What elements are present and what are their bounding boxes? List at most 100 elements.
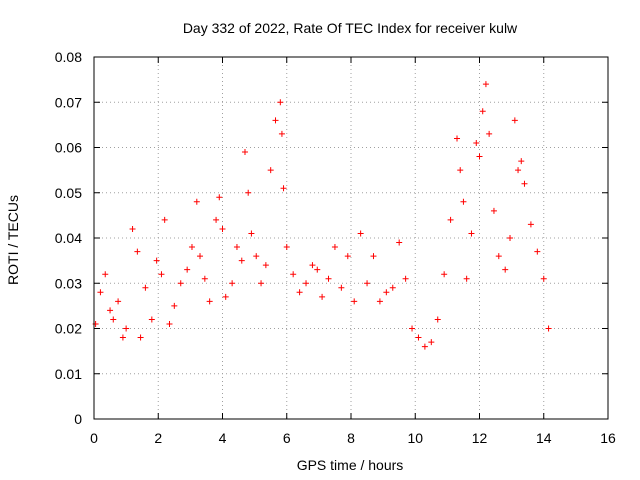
data-point bbox=[396, 239, 403, 246]
x-tick-label: 4 bbox=[219, 430, 227, 446]
data-point bbox=[460, 198, 467, 205]
data-point bbox=[441, 271, 448, 278]
data-point bbox=[102, 271, 109, 278]
data-point bbox=[540, 275, 547, 282]
data-point bbox=[142, 284, 149, 291]
data-point bbox=[357, 230, 364, 237]
data-point bbox=[238, 257, 245, 264]
data-point bbox=[428, 339, 435, 346]
data-point bbox=[166, 320, 173, 327]
data-point bbox=[280, 185, 287, 192]
data-point bbox=[206, 298, 213, 305]
x-tick-label: 8 bbox=[347, 430, 355, 446]
data-point bbox=[495, 253, 502, 260]
y-tick-label: 0.04 bbox=[55, 230, 82, 246]
data-point bbox=[454, 135, 461, 142]
data-point bbox=[309, 262, 316, 269]
data-point bbox=[110, 316, 117, 323]
data-point bbox=[153, 257, 160, 264]
data-point bbox=[193, 198, 200, 205]
data-point bbox=[233, 244, 240, 251]
axis-ticks bbox=[93, 56, 609, 420]
data-point bbox=[344, 253, 351, 260]
x-axis-label: GPS time / hours bbox=[297, 457, 404, 473]
x-tick-label: 14 bbox=[536, 430, 552, 446]
data-point bbox=[171, 302, 178, 309]
data-point bbox=[216, 194, 223, 201]
x-tick-label: 16 bbox=[600, 430, 616, 446]
data-points bbox=[92, 81, 552, 350]
data-point bbox=[115, 298, 122, 305]
data-point bbox=[219, 225, 226, 232]
data-point bbox=[253, 253, 260, 260]
x-tick-label: 12 bbox=[472, 430, 488, 446]
data-point bbox=[107, 307, 114, 314]
data-point bbox=[272, 117, 279, 124]
data-point bbox=[290, 271, 297, 278]
data-point bbox=[434, 316, 441, 323]
data-point bbox=[134, 248, 141, 255]
data-point bbox=[188, 244, 195, 251]
data-point bbox=[283, 244, 290, 251]
data-point bbox=[409, 325, 416, 332]
data-point bbox=[303, 280, 310, 287]
data-point bbox=[277, 99, 284, 106]
data-point bbox=[97, 289, 104, 296]
data-point bbox=[402, 275, 409, 282]
y-tick-label: 0.06 bbox=[55, 140, 82, 156]
data-point bbox=[197, 253, 204, 260]
data-point bbox=[457, 167, 464, 174]
data-point bbox=[248, 230, 255, 237]
data-point bbox=[476, 153, 483, 160]
data-point bbox=[507, 235, 514, 241]
data-point bbox=[158, 271, 165, 278]
data-point bbox=[534, 248, 541, 255]
data-point bbox=[389, 284, 396, 291]
data-point bbox=[229, 280, 236, 287]
data-point bbox=[325, 275, 332, 282]
data-point bbox=[351, 298, 358, 305]
data-point bbox=[245, 189, 252, 196]
data-point bbox=[296, 289, 303, 296]
y-tick-label: 0.08 bbox=[55, 49, 82, 65]
x-tick-label: 0 bbox=[90, 430, 98, 446]
y-axis-label: ROTI / TECUs bbox=[5, 195, 21, 285]
data-point bbox=[486, 130, 493, 137]
data-point bbox=[468, 230, 475, 237]
data-point bbox=[314, 266, 321, 273]
data-point bbox=[267, 167, 274, 174]
data-point bbox=[515, 167, 522, 174]
data-point bbox=[241, 149, 248, 156]
grid-lines bbox=[94, 57, 608, 419]
data-point bbox=[479, 108, 486, 115]
data-point bbox=[490, 207, 497, 214]
data-point bbox=[177, 280, 184, 287]
data-point bbox=[129, 225, 136, 232]
data-point bbox=[364, 280, 371, 287]
y-tick-label: 0.02 bbox=[55, 321, 82, 337]
data-point bbox=[502, 266, 509, 273]
data-point bbox=[119, 334, 126, 341]
data-point bbox=[473, 139, 480, 146]
data-point bbox=[482, 81, 489, 88]
x-tick-labels: 0 2 4 6 8 10 12 14 16 bbox=[90, 430, 616, 446]
data-point bbox=[161, 216, 168, 223]
y-tick-label: 0.03 bbox=[55, 275, 82, 291]
data-point bbox=[331, 244, 338, 251]
data-point bbox=[376, 298, 383, 305]
data-point bbox=[201, 275, 208, 282]
data-point bbox=[184, 266, 191, 273]
data-point bbox=[463, 275, 470, 282]
data-point bbox=[222, 293, 229, 300]
data-point bbox=[137, 334, 144, 341]
data-point bbox=[148, 316, 155, 323]
data-point bbox=[518, 158, 525, 165]
data-point bbox=[511, 117, 518, 124]
data-point bbox=[415, 334, 422, 341]
y-tick-label: 0.07 bbox=[55, 94, 82, 110]
data-point bbox=[370, 253, 377, 260]
x-tick-label: 2 bbox=[154, 430, 162, 446]
data-point bbox=[319, 293, 326, 300]
data-point bbox=[262, 262, 269, 269]
